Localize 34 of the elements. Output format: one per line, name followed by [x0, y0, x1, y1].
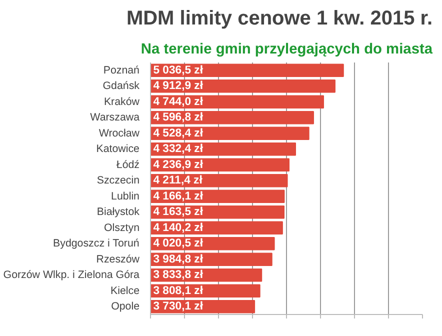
data-label: 3 984,8 zł: [153, 253, 204, 266]
data-label: 5 036,5 zł: [153, 64, 204, 76]
data-label: 4 163,5 zł: [153, 206, 204, 218]
data-label: 4 596,8 zł: [153, 112, 204, 124]
y-tick-label: Opole: [111, 300, 140, 313]
y-tick-label: Katowice: [96, 143, 140, 156]
data-label: 4 744,0 zł: [153, 96, 204, 108]
y-tick-label: Wrocław: [98, 127, 140, 140]
data-label: 4 020,5 zł: [153, 238, 204, 250]
data-label: 4 332,4 zł: [153, 143, 204, 156]
y-tick-label: Szczecin: [96, 174, 140, 187]
data-label: 3 833,8 zł: [153, 269, 204, 282]
y-tick-label: Łódź: [116, 158, 140, 171]
y-tick-label: Kraków: [104, 96, 140, 108]
data-label: 3 730,1 zł: [153, 300, 204, 313]
y-tick-label: Warszawa: [90, 112, 140, 124]
chart-subtitle: Na terenie gmin przylegających do miasta: [140, 42, 434, 58]
data-label: 4 528,4 zł: [153, 127, 204, 140]
y-tick-label: Kielce: [110, 284, 140, 297]
chart-title: MDM limity cenowe 1 kw. 2015 r.: [126, 8, 432, 30]
y-tick-label: Poznań: [103, 64, 140, 76]
data-label: 4 140,2 zł: [153, 222, 204, 234]
y-tick-label: Bydgoszcz i Toruń: [53, 238, 140, 250]
y-tick-label: Gorzów Wlkp. i Zielona Góra: [3, 269, 140, 282]
y-tick-label: Lublin: [111, 190, 140, 202]
data-label: 4 211,4 zł: [153, 174, 204, 187]
y-tick-label: Rzeszów: [96, 253, 140, 266]
data-label: 4 166,1 zł: [153, 190, 204, 202]
y-tick-label: Białystok: [96, 206, 140, 218]
data-label: 4 236,9 zł: [153, 158, 204, 171]
y-tick-label: Olsztyn: [104, 222, 140, 234]
data-label: 3 808,1 zł: [153, 284, 204, 297]
data-label: 4 912,9 zł: [153, 80, 204, 92]
y-tick-label: Gdańsk: [102, 80, 140, 92]
